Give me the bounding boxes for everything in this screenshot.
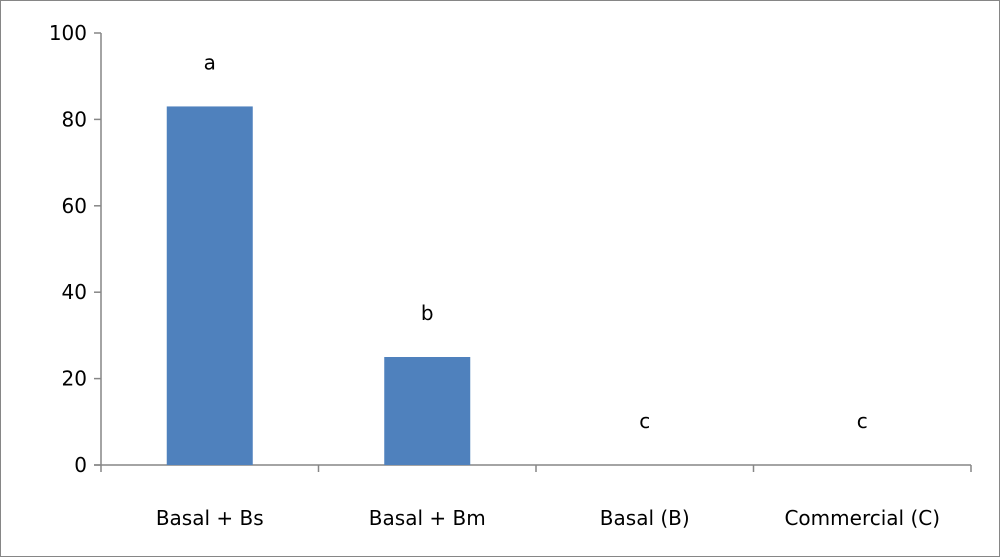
data-label: a <box>204 50 216 74</box>
y-tick-label: 100 <box>49 21 87 45</box>
data-label: b <box>421 301 434 325</box>
y-tick-label: 40 <box>62 280 87 304</box>
bar <box>384 357 471 465</box>
data-label: c <box>857 409 868 433</box>
bar <box>166 106 253 465</box>
x-category-label: Basal + Bs <box>156 506 264 530</box>
x-category-label: Commercial (C) <box>784 506 940 530</box>
x-category-label: Basal + Bm <box>369 506 486 530</box>
y-tick-label: 0 <box>74 453 87 477</box>
y-tick-label: 60 <box>62 194 87 218</box>
y-tick-label: 20 <box>62 367 87 391</box>
data-label: c <box>639 409 650 433</box>
y-tick-label: 80 <box>62 107 87 131</box>
x-category-label: Basal (B) <box>600 506 690 530</box>
